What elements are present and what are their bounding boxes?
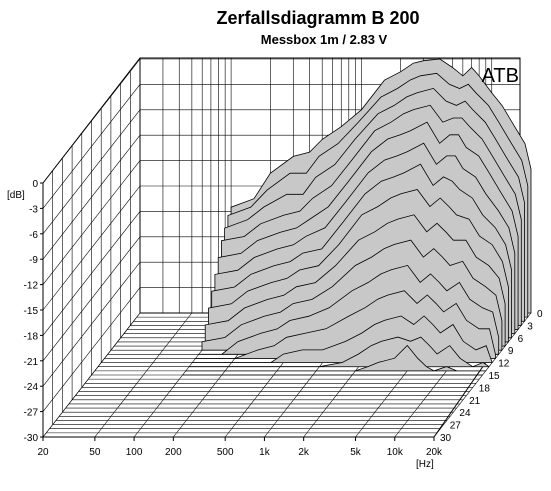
- y-tick-label: -24: [24, 382, 39, 393]
- x-tick-label: 20k: [426, 447, 443, 458]
- z-tick-label: 9: [508, 346, 514, 357]
- x-tick-label: 200: [165, 447, 182, 458]
- y-tick-label: -18: [24, 331, 39, 342]
- x-tick-label: 5k: [350, 447, 362, 458]
- x-tick-label: 10k: [387, 447, 404, 458]
- z-tick-label: 27: [450, 421, 462, 432]
- y-tick-label: -3: [29, 204, 38, 215]
- y-axis-label: [dB]: [7, 190, 25, 201]
- x-tick-label: 50: [89, 447, 101, 458]
- decay-slices: [182, 58, 532, 376]
- y-tick-label: -27: [24, 408, 39, 419]
- x-tick-label: 2k: [298, 447, 310, 458]
- y-tick-label: -9: [29, 255, 38, 266]
- z-tick-label: 0: [537, 309, 543, 320]
- y-tick-label: -12: [24, 281, 39, 292]
- z-tick-label: 30: [440, 433, 452, 444]
- y-tick-label: -30: [24, 433, 39, 444]
- atb-badge: ATB: [482, 65, 519, 87]
- x-tick-label: 20: [37, 447, 49, 458]
- z-tick-label: 3: [527, 321, 533, 332]
- x-axis-label: [Hz]: [416, 459, 434, 470]
- axes-labels: 0 -3 -6 -9 -12 -15 -18 -21 -24 -27 -30 [dB] 20 50 100 2…: [7, 179, 543, 470]
- chart-title: Zerfallsdiagramm B 200: [216, 8, 419, 28]
- x-tick-label: 500: [217, 447, 234, 458]
- y-tick-label: -6: [29, 230, 38, 241]
- z-tick-label: 24: [459, 408, 471, 419]
- z-tick-label: 12: [498, 359, 510, 370]
- z-tick-label: 6: [518, 334, 524, 345]
- x-tick-label: 1k: [259, 447, 271, 458]
- z-tick-label: 15: [489, 371, 501, 382]
- decay-slice: [184, 344, 487, 372]
- side-wall-edge: [42, 57, 141, 184]
- y-tick-label: -15: [24, 306, 39, 317]
- y-tick-label: 0: [32, 179, 38, 190]
- chart-subtitle: Messbox 1m / 2.83 V: [261, 32, 388, 47]
- y-tick-label: -21: [24, 357, 39, 368]
- z-tick-label: 18: [479, 383, 491, 394]
- x-tick-label: 100: [126, 447, 143, 458]
- z-tick-label: 21: [469, 396, 481, 407]
